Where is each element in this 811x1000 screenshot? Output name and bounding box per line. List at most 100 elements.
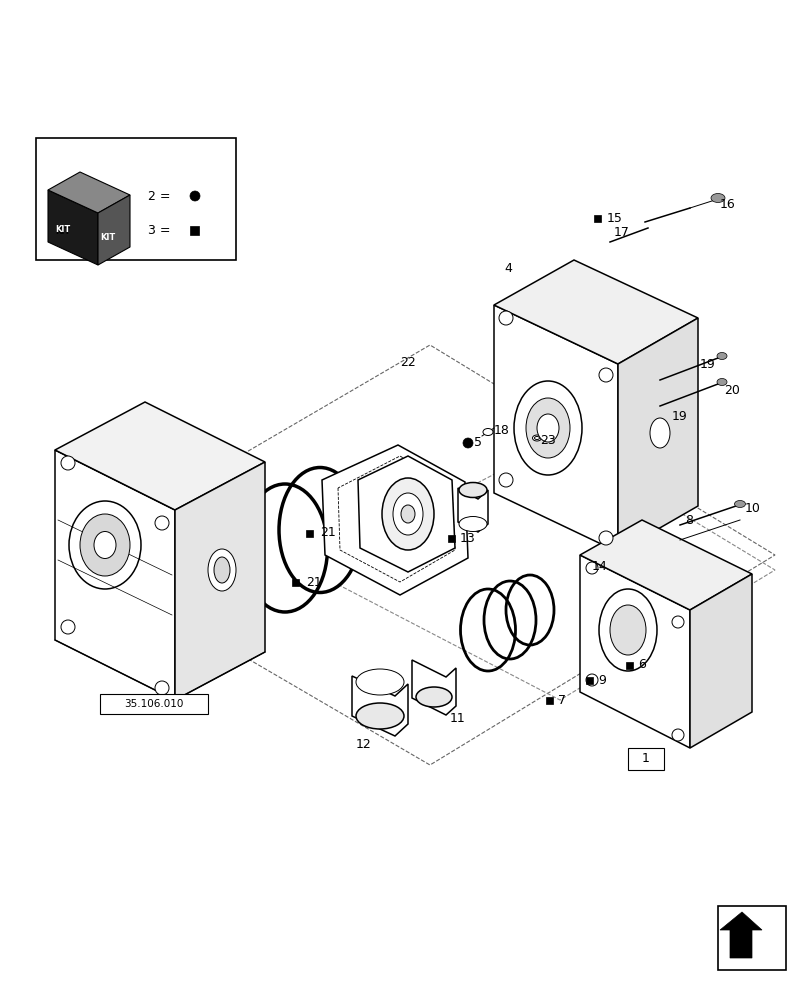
Polygon shape xyxy=(98,195,130,265)
Ellipse shape xyxy=(94,532,116,558)
Bar xyxy=(292,578,299,585)
Polygon shape xyxy=(48,190,98,265)
Bar xyxy=(627,748,663,770)
Text: 14: 14 xyxy=(591,560,607,572)
Text: 21: 21 xyxy=(306,576,321,588)
Bar xyxy=(546,696,553,704)
Circle shape xyxy=(155,516,169,530)
Text: 20: 20 xyxy=(723,383,739,396)
Bar xyxy=(100,694,208,714)
Bar xyxy=(626,662,633,668)
Text: 13: 13 xyxy=(460,532,475,544)
Ellipse shape xyxy=(609,605,646,655)
Text: 1: 1 xyxy=(642,752,649,766)
Ellipse shape xyxy=(734,500,744,508)
Ellipse shape xyxy=(716,378,726,385)
Ellipse shape xyxy=(208,549,236,591)
Text: 12: 12 xyxy=(355,738,371,750)
Circle shape xyxy=(586,562,597,574)
Text: 8: 8 xyxy=(684,514,692,526)
Ellipse shape xyxy=(599,589,656,671)
Bar xyxy=(586,676,593,684)
Text: 5: 5 xyxy=(474,436,482,450)
Polygon shape xyxy=(55,402,264,510)
Polygon shape xyxy=(322,445,467,595)
Polygon shape xyxy=(411,660,456,715)
Ellipse shape xyxy=(458,516,487,532)
Text: 17: 17 xyxy=(613,226,629,238)
Bar xyxy=(448,534,455,542)
Circle shape xyxy=(190,191,200,201)
Ellipse shape xyxy=(536,414,558,442)
Text: 11: 11 xyxy=(449,712,466,724)
Polygon shape xyxy=(48,172,130,213)
Text: KIT: KIT xyxy=(55,225,71,234)
Ellipse shape xyxy=(415,687,452,707)
Polygon shape xyxy=(457,488,487,532)
Ellipse shape xyxy=(649,418,669,448)
Text: 19: 19 xyxy=(672,410,687,422)
Text: 15: 15 xyxy=(607,212,622,225)
Circle shape xyxy=(155,681,169,695)
Text: 23: 23 xyxy=(539,434,555,446)
Text: 10: 10 xyxy=(744,502,760,514)
Ellipse shape xyxy=(526,398,569,458)
Circle shape xyxy=(586,674,597,686)
Ellipse shape xyxy=(532,435,541,441)
Text: 35.106.010: 35.106.010 xyxy=(124,699,183,709)
Ellipse shape xyxy=(710,194,724,202)
Text: KIT: KIT xyxy=(55,228,71,236)
Circle shape xyxy=(599,531,612,545)
Bar xyxy=(306,530,313,536)
Text: 9: 9 xyxy=(597,674,605,686)
Text: 21: 21 xyxy=(320,526,335,540)
Text: 16: 16 xyxy=(719,198,735,211)
Text: KIT: KIT xyxy=(100,233,115,242)
Circle shape xyxy=(672,616,683,628)
Text: 4: 4 xyxy=(504,261,511,274)
Circle shape xyxy=(499,311,513,325)
Ellipse shape xyxy=(716,353,726,360)
Polygon shape xyxy=(689,574,751,748)
Polygon shape xyxy=(719,912,761,958)
Ellipse shape xyxy=(401,505,414,523)
Text: 18: 18 xyxy=(493,424,509,436)
Circle shape xyxy=(499,473,513,487)
Polygon shape xyxy=(617,318,697,552)
Polygon shape xyxy=(493,260,697,364)
Ellipse shape xyxy=(279,468,361,592)
Text: 6: 6 xyxy=(637,658,645,672)
Text: 19: 19 xyxy=(699,358,714,370)
Circle shape xyxy=(462,438,473,448)
Polygon shape xyxy=(358,456,454,572)
Bar xyxy=(36,138,236,260)
Ellipse shape xyxy=(355,669,404,695)
Bar xyxy=(717,906,785,970)
Text: 22: 22 xyxy=(400,356,415,368)
Bar xyxy=(594,215,601,222)
Circle shape xyxy=(599,368,612,382)
Ellipse shape xyxy=(513,381,581,475)
Circle shape xyxy=(61,456,75,470)
Polygon shape xyxy=(55,450,175,700)
Circle shape xyxy=(61,620,75,634)
Ellipse shape xyxy=(534,436,539,440)
Ellipse shape xyxy=(214,557,230,583)
Ellipse shape xyxy=(355,703,404,729)
Polygon shape xyxy=(579,520,751,610)
Text: 3 =: 3 = xyxy=(148,224,170,236)
Ellipse shape xyxy=(483,428,492,436)
Bar xyxy=(191,226,200,234)
Circle shape xyxy=(672,729,683,741)
Polygon shape xyxy=(579,555,689,748)
Text: 7: 7 xyxy=(557,694,565,706)
Ellipse shape xyxy=(393,493,423,535)
Ellipse shape xyxy=(80,514,130,576)
Text: 2 =: 2 = xyxy=(148,190,170,202)
Polygon shape xyxy=(493,305,617,552)
Ellipse shape xyxy=(381,478,433,550)
Polygon shape xyxy=(351,676,407,736)
Polygon shape xyxy=(175,462,264,700)
Ellipse shape xyxy=(458,483,487,497)
Ellipse shape xyxy=(69,501,141,589)
